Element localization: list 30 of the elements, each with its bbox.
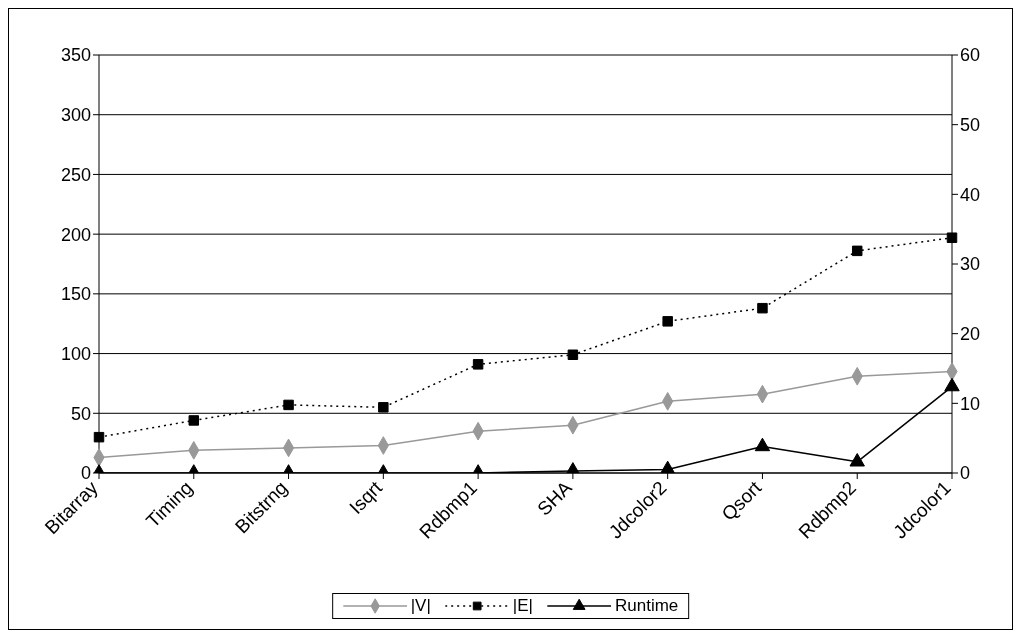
y2-tick-label: 50 [960,115,981,136]
point [378,402,389,413]
x-tick-label: SHA [533,476,576,520]
y2-tick-label: 60 [960,45,981,66]
point [567,349,579,361]
y-tick-label: 0 [80,463,91,484]
y-tick-label: 150 [60,284,91,305]
point [188,415,200,426]
y2-tick-label: 10 [960,393,981,414]
y-tick-label: 350 [60,45,91,66]
legend-label: Runtime [615,596,679,616]
y2-tick-label: 30 [960,254,981,275]
point [93,431,105,443]
legend-label: |V| [410,596,431,616]
y-tick-label: 100 [60,343,91,364]
point [662,316,673,327]
y-tick-label: 300 [60,105,91,126]
point [283,399,294,411]
point [851,245,863,257]
legend-label: |E| [512,596,534,616]
point [472,359,484,370]
y-tick-label: 50 [70,403,91,424]
y2-tick-label: 40 [960,184,981,205]
y-tick-label: 250 [60,164,91,185]
y-tick-label: 200 [60,224,91,245]
y2-tick-label: 0 [960,463,971,484]
y2-tick-label: 20 [960,324,981,345]
point [946,232,958,243]
point [757,302,768,314]
x-tick-label: Isqrt [345,476,387,518]
